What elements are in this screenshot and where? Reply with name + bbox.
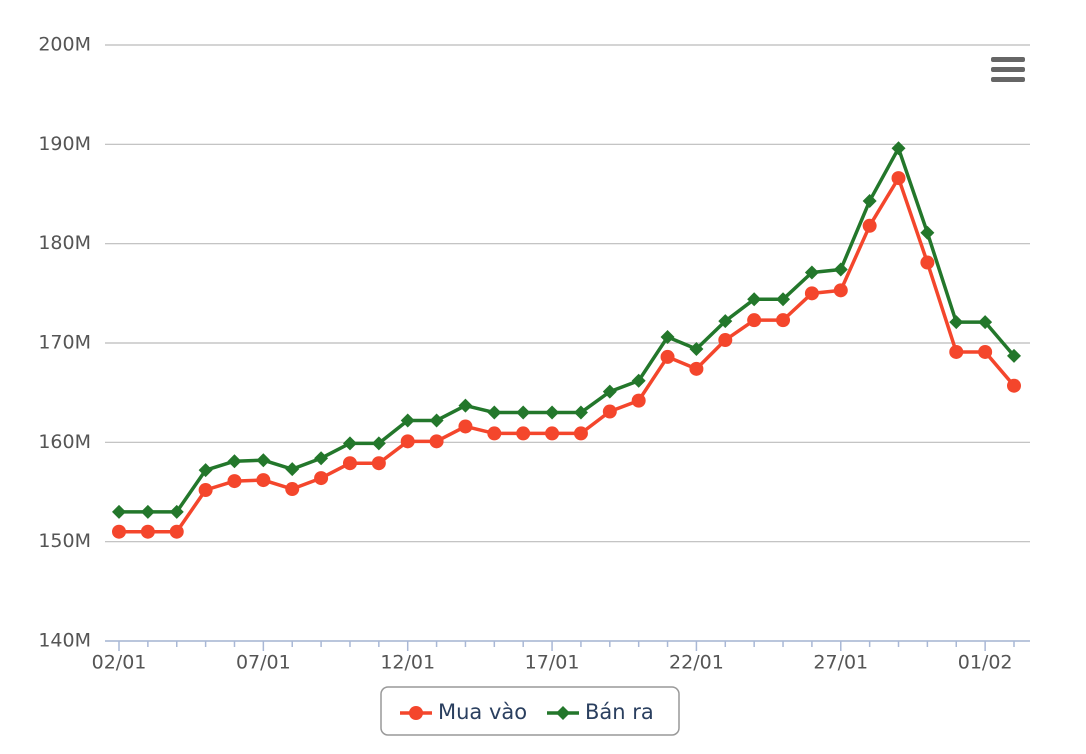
data-point xyxy=(169,524,184,539)
data-point xyxy=(804,286,819,301)
menu-bar xyxy=(991,57,1025,62)
data-point xyxy=(112,524,126,539)
data-point xyxy=(978,315,993,330)
series-line xyxy=(119,176,1016,534)
y-tick-label: 200M xyxy=(38,34,91,56)
data-point xyxy=(660,330,675,345)
x-tick-label: 27/01 xyxy=(813,652,868,674)
y-tick-label: 150M xyxy=(38,530,91,552)
data-point xyxy=(429,413,444,428)
legend-marker xyxy=(409,706,423,720)
data-point xyxy=(342,456,357,471)
data-point xyxy=(545,426,560,441)
y-tick-label: 190M xyxy=(38,133,91,155)
legend-marker xyxy=(556,706,570,720)
data-point xyxy=(198,483,213,498)
data-point xyxy=(776,313,791,328)
x-tick-label: 02/01 xyxy=(92,652,147,674)
x-tick-label: 07/01 xyxy=(236,652,291,674)
data-point xyxy=(516,426,531,441)
data-point xyxy=(140,524,155,539)
data-point xyxy=(458,398,473,413)
data-point xyxy=(862,218,877,233)
data-point xyxy=(891,141,906,156)
x-tick-label: 01/02 xyxy=(958,652,1013,674)
data-point xyxy=(487,405,502,420)
menu-bar xyxy=(991,77,1025,82)
data-point xyxy=(602,384,617,399)
data-point xyxy=(400,434,415,449)
menu-bar xyxy=(991,67,1025,72)
data-point xyxy=(718,333,733,348)
y-tick-label: 140M xyxy=(38,630,91,652)
y-tick-label: 180M xyxy=(38,232,91,254)
data-point xyxy=(949,344,964,359)
data-point xyxy=(776,292,791,307)
data-point xyxy=(112,504,126,519)
y-tick-label: 160M xyxy=(38,431,91,453)
data-point xyxy=(804,265,819,280)
data-point xyxy=(458,419,473,434)
data-point xyxy=(747,313,762,328)
data-point xyxy=(602,404,617,419)
x-tick-label: 12/01 xyxy=(380,652,435,674)
data-point xyxy=(573,426,588,441)
data-point xyxy=(660,349,675,364)
data-point xyxy=(545,405,560,420)
data-point xyxy=(487,426,502,441)
data-point xyxy=(891,171,906,186)
data-point xyxy=(920,225,935,240)
data-point xyxy=(516,405,531,420)
data-point xyxy=(718,314,733,329)
data-point xyxy=(314,471,329,486)
data-point xyxy=(978,344,993,359)
data-point xyxy=(833,283,848,298)
data-point xyxy=(371,436,386,451)
data-point xyxy=(285,482,300,497)
series-line xyxy=(119,146,1016,514)
data-point xyxy=(747,292,762,307)
legend-box xyxy=(380,686,680,736)
data-point xyxy=(429,434,444,449)
data-point xyxy=(198,463,213,478)
x-tick-label: 22/01 xyxy=(669,652,724,674)
data-point xyxy=(631,393,646,408)
data-point xyxy=(1007,348,1021,363)
data-point xyxy=(371,456,386,471)
legend-label[interactable]: Mua vào xyxy=(438,700,527,724)
data-point xyxy=(689,361,704,376)
data-point xyxy=(631,373,646,388)
data-point xyxy=(169,504,184,519)
data-point xyxy=(689,341,704,356)
y-tick-label: 170M xyxy=(38,332,91,354)
data-point xyxy=(256,453,271,468)
menu-button[interactable] xyxy=(991,57,1025,82)
data-point xyxy=(227,454,242,469)
data-point xyxy=(1007,378,1021,393)
data-point xyxy=(400,413,415,428)
data-point xyxy=(573,405,588,420)
data-point xyxy=(833,262,848,277)
data-point xyxy=(314,451,329,466)
data-point xyxy=(285,462,300,477)
data-point xyxy=(256,473,271,488)
data-point xyxy=(949,315,964,330)
data-point xyxy=(920,255,935,270)
data-point xyxy=(862,193,877,208)
x-tick-label: 17/01 xyxy=(525,652,580,674)
data-point xyxy=(227,474,242,489)
data-point xyxy=(140,504,155,519)
legend-label[interactable]: Bán ra xyxy=(585,700,654,724)
data-point xyxy=(342,436,357,451)
